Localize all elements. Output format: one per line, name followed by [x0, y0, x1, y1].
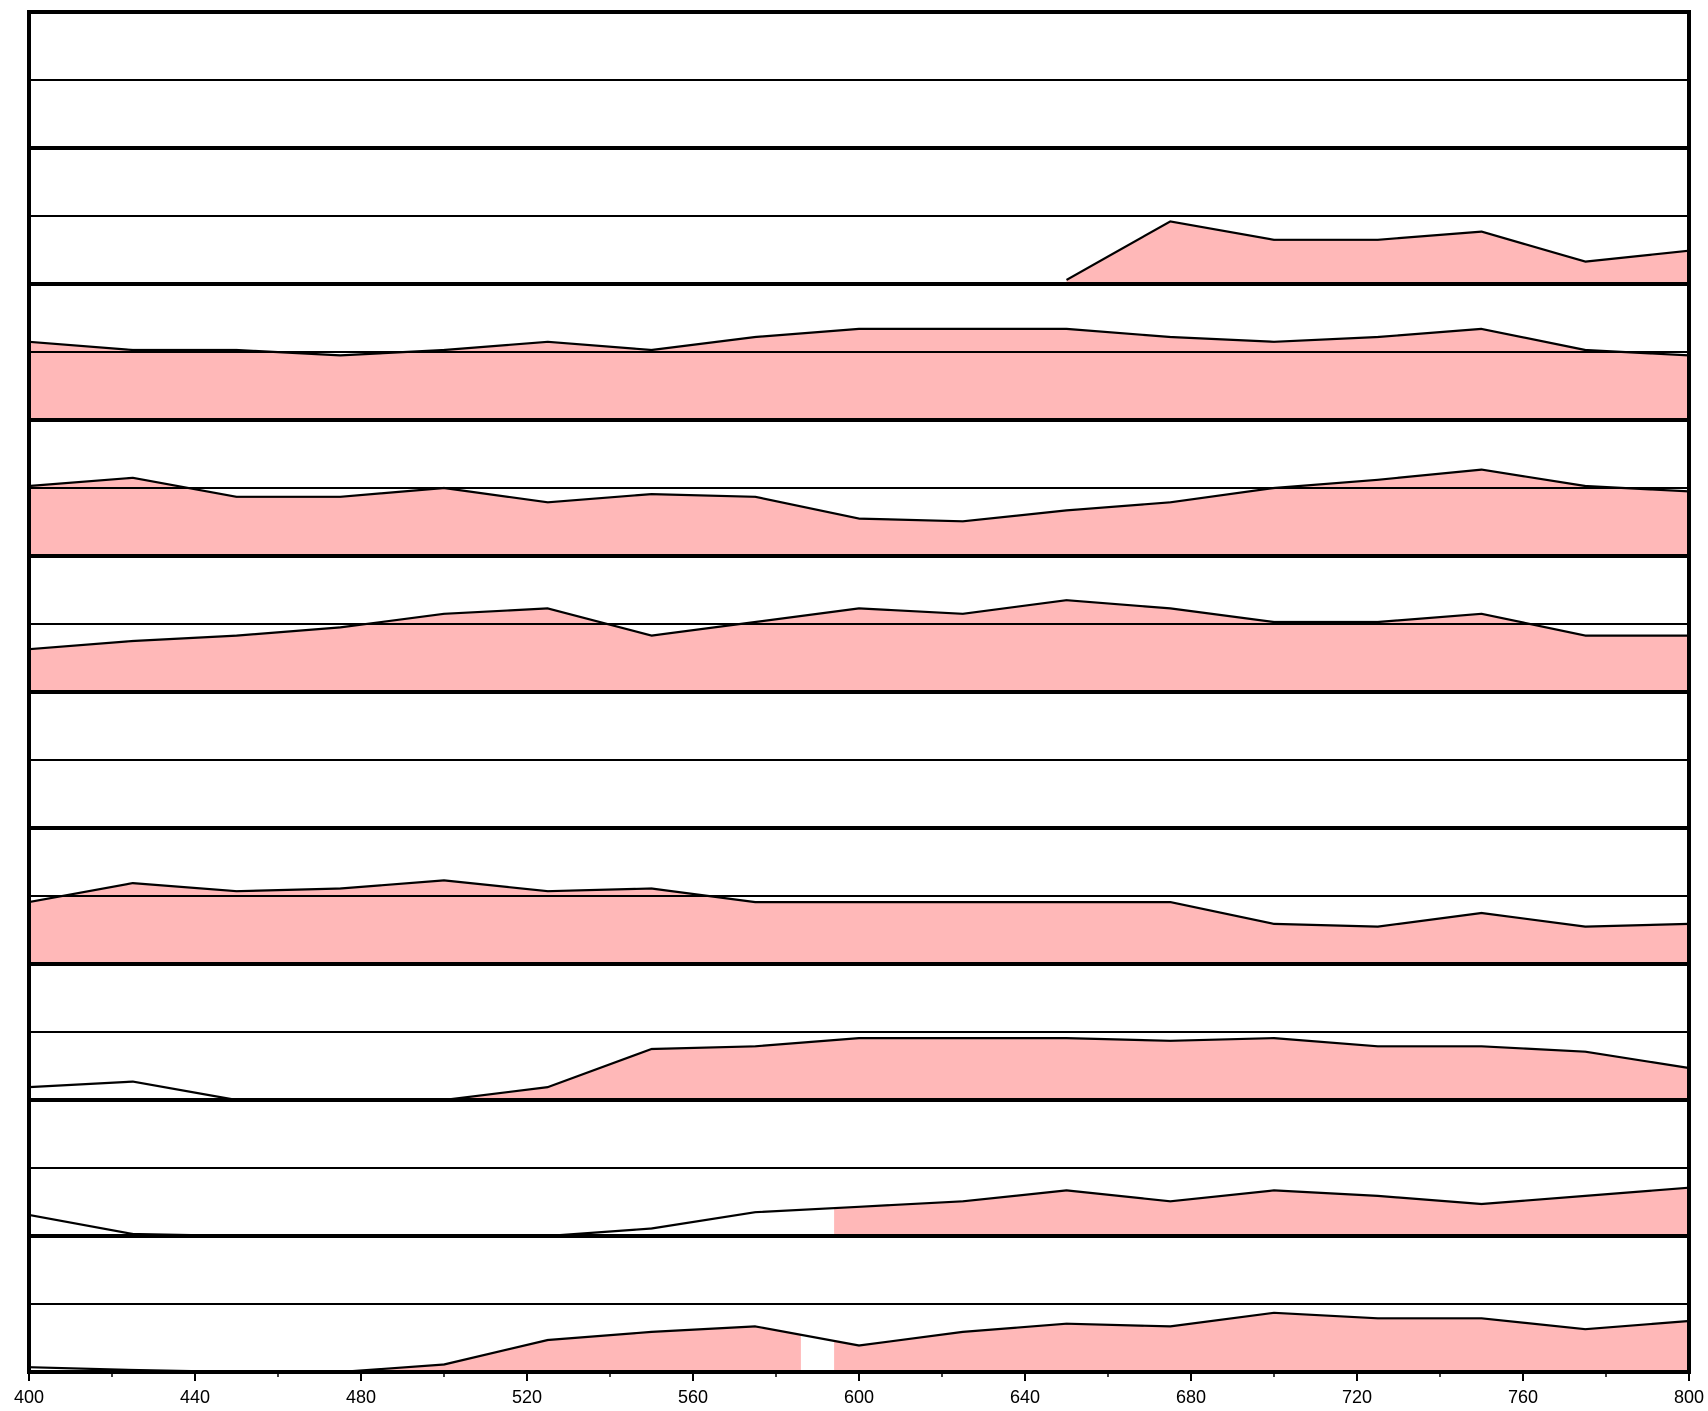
x-tick-label: 600	[844, 1387, 874, 1406]
area-fill-panel-3	[29, 328, 1689, 420]
series-line-panel-3	[28, 327, 1690, 357]
area-fill-panel-2	[1066, 221, 1689, 284]
x-tick-label: 560	[678, 1387, 708, 1406]
series-line-panel-5	[28, 599, 1689, 651]
x-tick-label: 680	[1176, 1387, 1206, 1406]
x-tick-label: 640	[1010, 1387, 1040, 1406]
area-fill-panel-7	[29, 880, 1689, 964]
x-tick-label: 800	[1674, 1387, 1704, 1406]
x-axis: 400 440 480 520 560 600 640 680 720 760 800	[14, 1372, 1704, 1407]
x-tick-label: 760	[1508, 1387, 1538, 1406]
x-tick-label: 520	[512, 1387, 542, 1406]
x-tick-label: 400	[14, 1387, 44, 1406]
x-tick-label: 720	[1342, 1387, 1372, 1406]
x-tick-label: 480	[346, 1387, 376, 1406]
area-fill-panel-10-part-2	[834, 1312, 1689, 1372]
area-fill-panel-4	[29, 469, 1689, 556]
area-fill-panel-5	[29, 600, 1689, 692]
area-fill-panel-10-part-1	[377, 1326, 801, 1372]
series-line-panel-4	[28, 468, 1690, 523]
x-tick-label: 440	[180, 1387, 210, 1406]
area-fill-panel-9	[834, 1187, 1689, 1236]
panel-grid	[27, 10, 1691, 1374]
series-line-panel-2	[1065, 220, 1690, 281]
area-fills	[29, 221, 1689, 1372]
series-line-panel-7	[28, 879, 1690, 928]
area-fill-panel-8	[423, 1038, 1689, 1100]
